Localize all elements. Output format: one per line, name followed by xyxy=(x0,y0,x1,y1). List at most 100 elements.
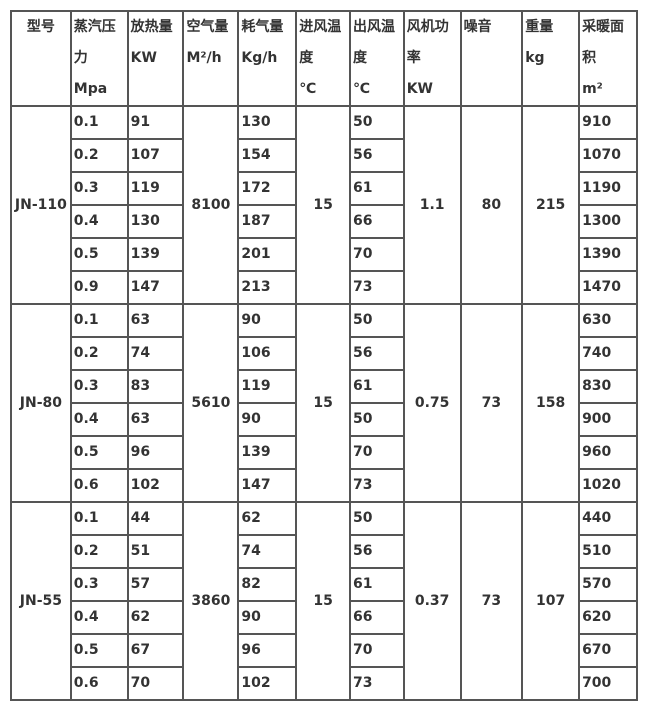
table-row: 0.5 96 139 70 960 xyxy=(11,435,638,470)
weight-cell: 107 xyxy=(521,501,581,701)
heating-area-cell: 1300 xyxy=(578,204,638,239)
noise-cell: 73 xyxy=(459,303,524,503)
heat-output-cell: 57 xyxy=(126,567,185,602)
steam-consumption-cell: 106 xyxy=(237,336,298,371)
header-line: M²/h xyxy=(186,50,222,66)
steam-consumption-cell: 139 xyxy=(237,435,298,470)
outlet-temp-cell: 50 xyxy=(348,402,405,437)
steam-consumption-cell: 201 xyxy=(237,237,298,272)
table-row: JN-80 0.1 63 5610 90 15 50 0.75 73 158 630 xyxy=(10,303,638,503)
heating-area-cell: 1070 xyxy=(578,138,638,173)
heat-output-cell: 67 xyxy=(126,633,185,668)
pressure-cell: 0.5 xyxy=(69,237,129,272)
header-line: 积 xyxy=(582,50,597,66)
fan-power-cell: 0.75 xyxy=(402,303,462,503)
heating-area-cell: 630 xyxy=(578,303,638,338)
outlet-temp-cell: 50 xyxy=(348,105,405,140)
heating-area-cell: 570 xyxy=(578,567,638,602)
noise-cell: 80 xyxy=(459,105,524,305)
table-row: 0.3 119 172 61 1190 xyxy=(11,171,638,206)
heat-output-cell: 91 xyxy=(126,105,185,140)
steam-consumption-cell: 90 xyxy=(237,402,298,437)
header-line: 风机功 xyxy=(406,19,449,35)
heat-output-cell: 96 xyxy=(126,435,185,470)
noise-cell: 73 xyxy=(459,501,524,701)
header-line: Mpa xyxy=(73,81,108,97)
column-header: 噪音 xyxy=(459,10,524,107)
column-header: 采暖面积 m² xyxy=(578,10,638,107)
column-header: 型号 xyxy=(10,10,72,107)
fan-power-cell: 0.37 xyxy=(402,501,462,701)
heat-output-cell: 70 xyxy=(126,666,185,701)
steam-consumption-cell: 102 xyxy=(237,666,298,701)
steam-consumption-cell: 90 xyxy=(237,303,298,338)
steam-consumption-cell: 147 xyxy=(237,468,298,503)
model-cell: JN-55 xyxy=(10,501,72,701)
table-row: 0.2 51 74 56 510 xyxy=(11,534,638,569)
steam-consumption-cell: 130 xyxy=(237,105,298,140)
header-line: 型号 xyxy=(26,19,55,35)
heat-output-cell: 147 xyxy=(126,270,185,305)
outlet-temp-cell: 73 xyxy=(348,468,405,503)
header-line: 空气量 xyxy=(186,19,229,35)
header-line xyxy=(241,74,293,105)
heating-area-cell: 620 xyxy=(578,600,638,635)
steam-consumption-cell: 187 xyxy=(237,204,298,239)
steam-consumption-cell: 119 xyxy=(237,369,298,404)
table-row: 0.4 63 90 50 900 xyxy=(11,402,638,437)
pressure-cell: 0.2 xyxy=(69,336,129,371)
heat-output-cell: 107 xyxy=(126,138,185,173)
outlet-temp-cell: 70 xyxy=(348,633,405,668)
inlet-temp-cell: 15 xyxy=(295,105,351,305)
outlet-temp-cell: 73 xyxy=(348,666,405,701)
header-line: 度 xyxy=(299,50,314,66)
steam-consumption-cell: 172 xyxy=(237,171,298,206)
pressure-cell: 0.3 xyxy=(69,171,129,206)
pressure-cell: 0.5 xyxy=(69,633,129,668)
steam-consumption-cell: 154 xyxy=(237,138,298,173)
heating-area-cell: 830 xyxy=(578,369,638,404)
header-line: 采暖面 xyxy=(582,19,625,35)
table-row: 0.9 147 213 73 1470 xyxy=(11,270,638,305)
pressure-cell: 0.6 xyxy=(69,666,129,701)
heating-area-cell: 910 xyxy=(578,105,638,140)
inlet-temp-cell: 15 xyxy=(295,303,351,503)
column-header: 风机功率 KW xyxy=(402,10,462,107)
heat-output-cell: 63 xyxy=(126,303,185,338)
table-row: 0.2 107 154 56 1070 xyxy=(11,138,638,173)
column-header: 空气量 M²/h xyxy=(182,10,240,107)
pressure-cell: 0.1 xyxy=(69,303,129,338)
header-line xyxy=(464,43,520,74)
header-line: 度 xyxy=(352,50,367,66)
outlet-temp-cell: 56 xyxy=(348,138,405,173)
header-row: 型号 蒸汽压力 Mpa 放热量 KW 空气量 M²/h 耗气量 Kg/h 进风温度 ℃ 出风温… xyxy=(10,10,638,107)
header-line: 出风温 xyxy=(352,19,395,35)
header-line: ℃ xyxy=(352,81,370,97)
header-line xyxy=(14,43,68,74)
header-line xyxy=(186,74,235,105)
table-row: 0.4 130 187 66 1300 xyxy=(11,204,638,239)
heating-area-cell: 510 xyxy=(578,534,638,569)
outlet-temp-cell: 56 xyxy=(348,336,405,371)
air-volume-cell: 3860 xyxy=(182,501,240,701)
header-line xyxy=(525,74,576,105)
heating-area-cell: 1020 xyxy=(578,468,638,503)
heating-area-cell: 1190 xyxy=(578,171,638,206)
table-row: 0.6 102 147 73 1020 xyxy=(11,468,638,503)
outlet-temp-cell: 66 xyxy=(348,204,405,239)
heating-area-cell: 740 xyxy=(578,336,638,371)
outlet-temp-cell: 61 xyxy=(348,171,405,206)
heating-area-cell: 670 xyxy=(578,633,638,668)
header-line xyxy=(131,74,181,105)
outlet-temp-cell: 70 xyxy=(348,435,405,470)
table-row: 0.5 139 201 70 1390 xyxy=(11,237,638,272)
column-header: 蒸汽压力 Mpa xyxy=(69,10,129,107)
heat-output-cell: 130 xyxy=(126,204,185,239)
pressure-cell: 0.4 xyxy=(69,204,129,239)
outlet-temp-cell: 66 xyxy=(348,600,405,635)
column-header: 进风温度 ℃ xyxy=(295,10,351,107)
steam-consumption-cell: 90 xyxy=(237,600,298,635)
pressure-cell: 0.1 xyxy=(69,501,129,536)
weight-cell: 215 xyxy=(521,105,581,305)
header-line: 进风温 xyxy=(299,19,342,35)
